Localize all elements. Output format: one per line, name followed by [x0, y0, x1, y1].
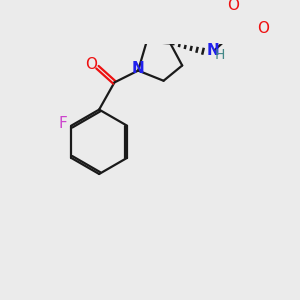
Text: O: O [258, 21, 270, 36]
Text: F: F [58, 116, 67, 131]
Text: N: N [206, 43, 219, 58]
Text: O: O [227, 0, 239, 13]
Text: O: O [85, 57, 97, 72]
Text: N: N [132, 61, 145, 76]
Text: H: H [214, 48, 225, 62]
